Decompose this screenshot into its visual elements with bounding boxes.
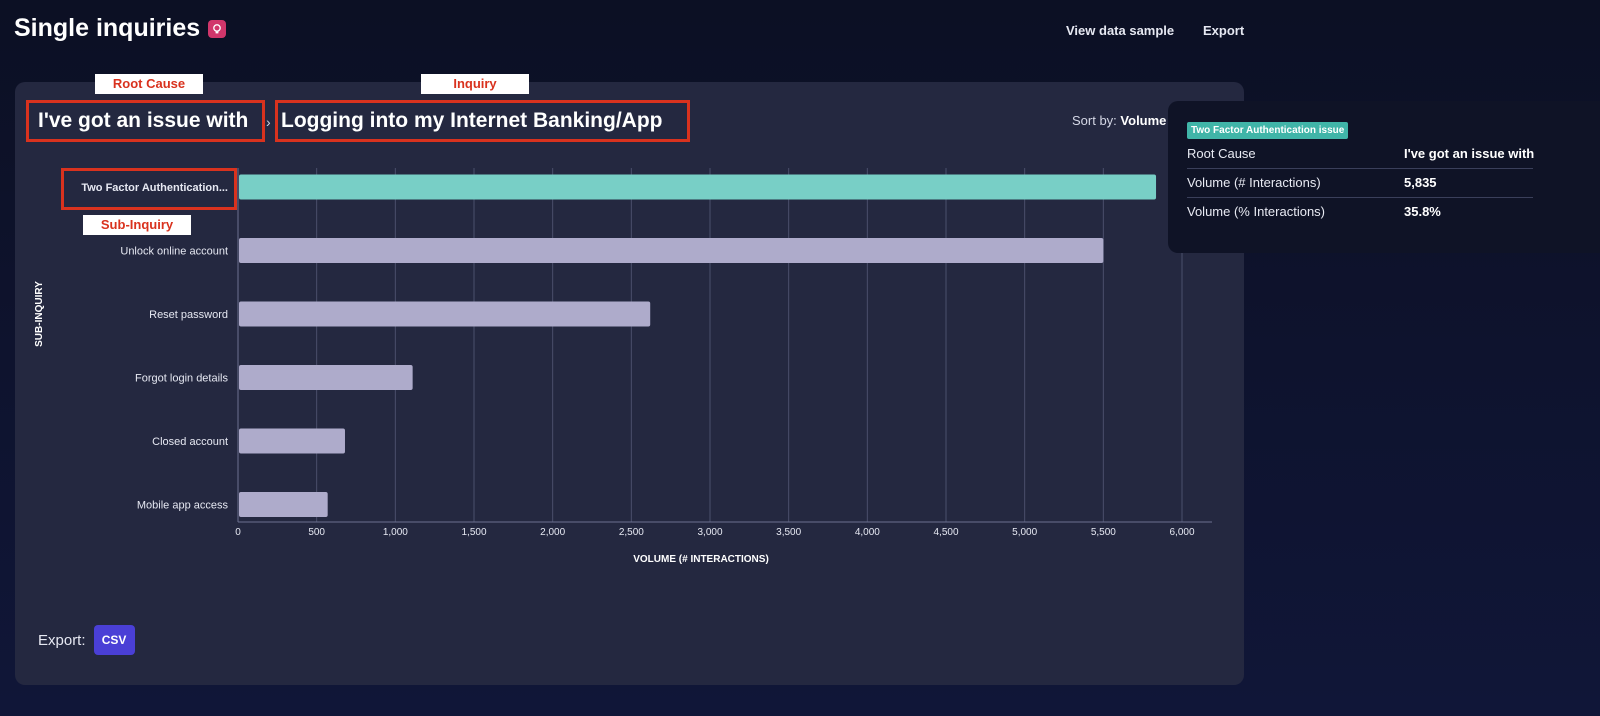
bar[interactable] bbox=[239, 492, 328, 517]
tooltip-row: Volume (# Interactions) 5,835 bbox=[1187, 169, 1533, 198]
sort-by-control[interactable]: Sort by: Volume bbox=[1072, 113, 1166, 128]
page-title-text: Single inquiries bbox=[14, 14, 201, 42]
bar[interactable] bbox=[239, 428, 345, 454]
bar[interactable] bbox=[239, 174, 1157, 200]
annotation-root-cause: Root Cause bbox=[95, 74, 203, 94]
x-tick-label: 0 bbox=[235, 527, 241, 538]
breadcrumb-inquiry[interactable]: Logging into my Internet Banking/App bbox=[281, 109, 663, 132]
highlight-box-sub-inquiry bbox=[61, 168, 237, 210]
export-link[interactable]: Export bbox=[1203, 23, 1245, 38]
annotation-sub-inquiry: Sub-Inquiry bbox=[83, 215, 191, 235]
bar[interactable] bbox=[239, 238, 1104, 263]
sort-by-value[interactable]: Volume bbox=[1120, 113, 1167, 128]
tooltip-row: Volume (% Interactions) 35.8% bbox=[1187, 198, 1533, 227]
x-tick-label: 1,500 bbox=[461, 527, 486, 538]
bar-tooltip: Two Factor Authentication issue Root Cau… bbox=[1168, 101, 1600, 253]
x-tick-label: 2,000 bbox=[540, 527, 565, 538]
x-tick-label: 3,000 bbox=[697, 527, 722, 538]
category-label: Unlock online account bbox=[120, 246, 228, 258]
x-tick-label: 500 bbox=[308, 527, 325, 538]
annotation-inquiry: Inquiry bbox=[421, 74, 529, 94]
category-label: Mobile app access bbox=[137, 500, 229, 512]
category-label: Forgot login details bbox=[135, 373, 228, 385]
tooltip-tag: Two Factor Authentication issue bbox=[1187, 122, 1349, 139]
x-axis-title: VOLUME (# INTERACTIONS) bbox=[633, 554, 769, 565]
category-label: Reset password bbox=[149, 309, 228, 321]
tooltip-row: Root Cause I've got an issue with bbox=[1187, 140, 1535, 169]
tooltip-key: Root Cause bbox=[1187, 146, 1256, 161]
chevron-right-icon: › bbox=[266, 114, 271, 130]
x-tick-label: 1,000 bbox=[383, 527, 408, 538]
lightbulb-icon[interactable] bbox=[208, 19, 227, 38]
page-title: Single inquiries bbox=[14, 14, 227, 43]
tooltip-value: 5,835 bbox=[1404, 175, 1437, 190]
y-axis-title: SUB-INQUIRY bbox=[34, 281, 45, 347]
x-tick-label: 4,500 bbox=[933, 527, 958, 538]
export-label: Export: bbox=[38, 631, 86, 649]
highlight-box-inquiry bbox=[275, 100, 690, 142]
sort-by-label: Sort by: bbox=[1072, 113, 1117, 128]
csv-export-button[interactable]: CSV bbox=[93, 625, 135, 655]
tooltip-key: Volume (# Interactions) bbox=[1187, 175, 1321, 190]
x-tick-label: 2,500 bbox=[619, 527, 644, 538]
tooltip-value: I've got an issue with bbox=[1404, 146, 1535, 161]
x-tick-label: 5,000 bbox=[1012, 527, 1037, 538]
breadcrumb-root-cause[interactable]: I've got an issue with bbox=[38, 109, 249, 132]
x-tick-label: 6,000 bbox=[1169, 527, 1194, 538]
tooltip-value: 35.8% bbox=[1404, 204, 1441, 219]
bar[interactable] bbox=[239, 365, 413, 390]
tooltip-key: Volume (% Interactions) bbox=[1187, 204, 1326, 219]
export-row: Export: CSV bbox=[38, 625, 135, 655]
x-tick-label: 3,500 bbox=[776, 527, 801, 538]
x-tick-label: 5,500 bbox=[1091, 527, 1116, 538]
highlight-box-root-cause bbox=[26, 100, 265, 142]
category-label: Closed account bbox=[152, 436, 228, 448]
category-label: Two Factor Authentication... bbox=[81, 182, 228, 194]
x-tick-label: 4,000 bbox=[855, 527, 880, 538]
view-data-sample-link[interactable]: View data sample bbox=[1066, 23, 1175, 38]
bar[interactable] bbox=[239, 301, 651, 327]
